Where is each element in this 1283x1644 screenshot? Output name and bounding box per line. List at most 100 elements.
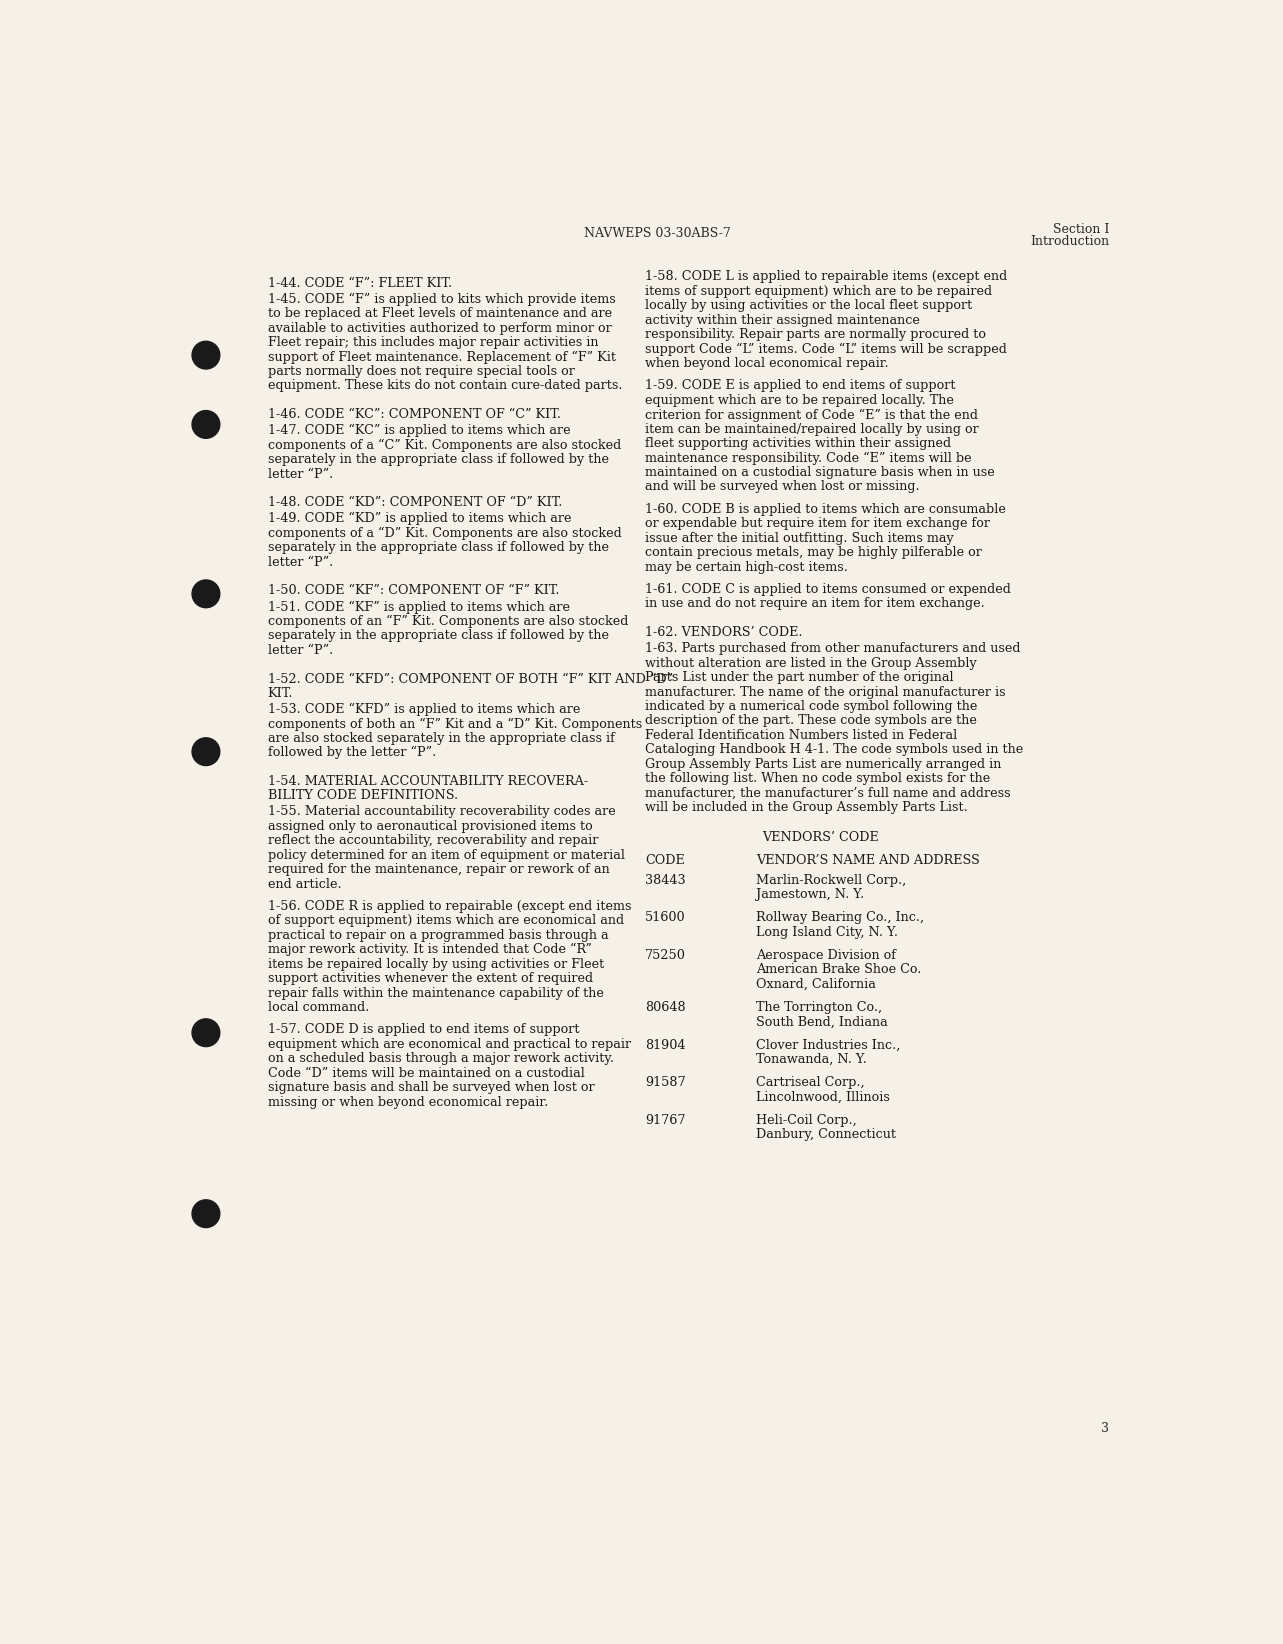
Text: Aerospace Division of: Aerospace Division of bbox=[757, 949, 897, 962]
Text: Rollway Bearing Co., Inc.,: Rollway Bearing Co., Inc., bbox=[757, 911, 925, 924]
Text: Long Island City, N. Y.: Long Island City, N. Y. bbox=[757, 926, 898, 939]
Text: 1-60. CODE B is applied to items which are consumable: 1-60. CODE B is applied to items which a… bbox=[645, 503, 1006, 516]
Text: Heli-Coil Corp.,: Heli-Coil Corp., bbox=[757, 1113, 857, 1126]
Text: 80648: 80648 bbox=[645, 1001, 685, 1014]
Text: Cartriseal Corp.,: Cartriseal Corp., bbox=[757, 1077, 865, 1088]
Text: 1-52. CODE “KFD”: COMPONENT OF BOTH “F” KIT AND “D”: 1-52. CODE “KFD”: COMPONENT OF BOTH “F” … bbox=[268, 672, 672, 686]
Text: letter “P”.: letter “P”. bbox=[268, 644, 332, 656]
Text: Jamestown, N. Y.: Jamestown, N. Y. bbox=[757, 888, 865, 901]
Text: Clover Industries Inc.,: Clover Industries Inc., bbox=[757, 1039, 901, 1052]
Text: 1-47. CODE “KC” is applied to items which are: 1-47. CODE “KC” is applied to items whic… bbox=[268, 424, 570, 437]
Text: responsibility. Repair parts are normally procured to: responsibility. Repair parts are normall… bbox=[645, 329, 985, 342]
Text: 1-49. CODE “KD” is applied to items which are: 1-49. CODE “KD” is applied to items whic… bbox=[268, 513, 571, 526]
Text: items of support equipment) which are to be repaired: items of support equipment) which are to… bbox=[645, 284, 992, 298]
Text: separately in the appropriate class if followed by the: separately in the appropriate class if f… bbox=[268, 454, 608, 465]
Text: repair falls within the maintenance capability of the: repair falls within the maintenance capa… bbox=[268, 986, 603, 1000]
Text: contain precious metals, may be highly pilferable or: contain precious metals, may be highly p… bbox=[645, 546, 981, 559]
Text: assigned only to aeronautical provisioned items to: assigned only to aeronautical provisione… bbox=[268, 820, 593, 834]
Text: Federal Identification Numbers listed in Federal: Federal Identification Numbers listed in… bbox=[645, 728, 957, 741]
Text: components of both an “F” Kit and a “D” Kit. Components: components of both an “F” Kit and a “D” … bbox=[268, 717, 642, 730]
Text: Code “D” items will be maintained on a custodial: Code “D” items will be maintained on a c… bbox=[268, 1067, 585, 1080]
Text: equipment which are to be repaired locally. The: equipment which are to be repaired local… bbox=[645, 395, 953, 406]
Text: 1-51. CODE “KF” is applied to items which are: 1-51. CODE “KF” is applied to items whic… bbox=[268, 600, 570, 613]
Text: will be included in the Group Assembly Parts List.: will be included in the Group Assembly P… bbox=[645, 801, 967, 814]
Text: maintenance responsibility. Code “E” items will be: maintenance responsibility. Code “E” ite… bbox=[645, 452, 971, 465]
Text: end article.: end article. bbox=[268, 878, 341, 891]
Text: to be replaced at Fleet levels of maintenance and are: to be replaced at Fleet levels of mainte… bbox=[268, 307, 612, 321]
Text: VENDORS’ CODE: VENDORS’ CODE bbox=[762, 830, 879, 843]
Text: letter “P”.: letter “P”. bbox=[268, 467, 332, 480]
Text: Tonawanda, N. Y.: Tonawanda, N. Y. bbox=[757, 1052, 867, 1065]
Text: on a scheduled basis through a major rework activity.: on a scheduled basis through a major rew… bbox=[268, 1052, 613, 1065]
Text: manufacturer, the manufacturer’s full name and address: manufacturer, the manufacturer’s full na… bbox=[645, 786, 1011, 799]
Text: policy determined for an item of equipment or material: policy determined for an item of equipme… bbox=[268, 848, 625, 861]
Text: support of Fleet maintenance. Replacement of “F” Kit: support of Fleet maintenance. Replacemen… bbox=[268, 350, 616, 363]
Text: followed by the letter “P”.: followed by the letter “P”. bbox=[268, 746, 436, 760]
Text: when beyond local economical repair.: when beyond local economical repair. bbox=[645, 357, 888, 370]
Text: 91767: 91767 bbox=[645, 1113, 685, 1126]
Text: separately in the appropriate class if followed by the: separately in the appropriate class if f… bbox=[268, 541, 608, 554]
Text: VENDOR’S NAME AND ADDRESS: VENDOR’S NAME AND ADDRESS bbox=[757, 853, 980, 866]
Text: the following list. When no code symbol exists for the: the following list. When no code symbol … bbox=[645, 773, 990, 786]
Text: The Torrington Co.,: The Torrington Co., bbox=[757, 1001, 883, 1014]
Text: components of a “D” Kit. Components are also stocked: components of a “D” Kit. Components are … bbox=[268, 526, 621, 539]
Text: required for the maintenance, repair or rework of an: required for the maintenance, repair or … bbox=[268, 863, 609, 876]
Text: criterion for assignment of Code “E” is that the end: criterion for assignment of Code “E” is … bbox=[645, 408, 978, 421]
Circle shape bbox=[192, 1019, 219, 1047]
Text: 3: 3 bbox=[1101, 1422, 1109, 1435]
Text: available to activities authorized to perform minor or: available to activities authorized to pe… bbox=[268, 322, 611, 335]
Circle shape bbox=[192, 1200, 219, 1228]
Text: 1-62. VENDORS’ CODE.: 1-62. VENDORS’ CODE. bbox=[645, 626, 802, 640]
Text: signature basis and shall be surveyed when lost or: signature basis and shall be surveyed wh… bbox=[268, 1082, 594, 1095]
Text: 1-46. CODE “KC”: COMPONENT OF “C” KIT.: 1-46. CODE “KC”: COMPONENT OF “C” KIT. bbox=[268, 408, 561, 421]
Text: parts normally does not require special tools or: parts normally does not require special … bbox=[268, 365, 575, 378]
Text: equipment. These kits do not contain cure-dated parts.: equipment. These kits do not contain cur… bbox=[268, 380, 622, 393]
Text: without alteration are listed in the Group Assembly: without alteration are listed in the Gro… bbox=[645, 656, 976, 669]
Text: Lincolnwood, Illinois: Lincolnwood, Illinois bbox=[757, 1090, 890, 1103]
Text: components of an “F” Kit. Components are also stocked: components of an “F” Kit. Components are… bbox=[268, 615, 627, 628]
Text: Fleet repair; this includes major repair activities in: Fleet repair; this includes major repair… bbox=[268, 335, 598, 349]
Text: letter “P”.: letter “P”. bbox=[268, 556, 332, 569]
Text: 51600: 51600 bbox=[645, 911, 685, 924]
Text: components of a “C” Kit. Components are also stocked: components of a “C” Kit. Components are … bbox=[268, 439, 621, 452]
Text: are also stocked separately in the appropriate class if: are also stocked separately in the appro… bbox=[268, 732, 615, 745]
Text: 81904: 81904 bbox=[645, 1039, 685, 1052]
Text: American Brake Shoe Co.: American Brake Shoe Co. bbox=[757, 963, 922, 977]
Text: support Code “L” items. Code “L” items will be scrapped: support Code “L” items. Code “L” items w… bbox=[645, 342, 1007, 355]
Text: issue after the initial outfitting. Such items may: issue after the initial outfitting. Such… bbox=[645, 531, 953, 544]
Text: BILITY CODE DEFINITIONS.: BILITY CODE DEFINITIONS. bbox=[268, 789, 458, 802]
Text: Marlin-Rockwell Corp.,: Marlin-Rockwell Corp., bbox=[757, 875, 907, 886]
Text: maintained on a custodial signature basis when in use: maintained on a custodial signature basi… bbox=[645, 465, 994, 478]
Text: fleet supporting activities within their assigned: fleet supporting activities within their… bbox=[645, 437, 951, 450]
Text: Group Assembly Parts List are numerically arranged in: Group Assembly Parts List are numericall… bbox=[645, 758, 1001, 771]
Text: indicated by a numerical code symbol following the: indicated by a numerical code symbol fol… bbox=[645, 700, 978, 713]
Text: Introduction: Introduction bbox=[1030, 235, 1109, 248]
Text: activity within their assigned maintenance: activity within their assigned maintenan… bbox=[645, 314, 920, 327]
Text: separately in the appropriate class if followed by the: separately in the appropriate class if f… bbox=[268, 630, 608, 643]
Text: 1-63. Parts purchased from other manufacturers and used: 1-63. Parts purchased from other manufac… bbox=[645, 643, 1020, 656]
Text: and will be surveyed when lost or missing.: and will be surveyed when lost or missin… bbox=[645, 480, 920, 493]
Text: practical to repair on a programmed basis through a: practical to repair on a programmed basi… bbox=[268, 929, 608, 942]
Circle shape bbox=[192, 411, 219, 439]
Text: manufacturer. The name of the original manufacturer is: manufacturer. The name of the original m… bbox=[645, 686, 1006, 699]
Text: KIT.: KIT. bbox=[268, 687, 293, 700]
Text: local command.: local command. bbox=[268, 1001, 370, 1014]
Text: 1-44. CODE “F”: FLEET KIT.: 1-44. CODE “F”: FLEET KIT. bbox=[268, 276, 452, 289]
Text: support activities whenever the extent of required: support activities whenever the extent o… bbox=[268, 972, 593, 985]
Text: 38443: 38443 bbox=[645, 875, 685, 886]
Text: 1-48. CODE “KD”: COMPONENT OF “D” KIT.: 1-48. CODE “KD”: COMPONENT OF “D” KIT. bbox=[268, 496, 562, 510]
Text: 1-56. CODE R is applied to repairable (except end items: 1-56. CODE R is applied to repairable (e… bbox=[268, 899, 631, 912]
Text: major rework activity. It is intended that Code “R”: major rework activity. It is intended th… bbox=[268, 944, 591, 957]
Text: 1-50. CODE “KF”: COMPONENT OF “F” KIT.: 1-50. CODE “KF”: COMPONENT OF “F” KIT. bbox=[268, 585, 559, 597]
Text: description of the part. These code symbols are the: description of the part. These code symb… bbox=[645, 715, 976, 727]
Text: locally by using activities or the local fleet support: locally by using activities or the local… bbox=[645, 299, 973, 312]
Text: in use and do not require an item for item exchange.: in use and do not require an item for it… bbox=[645, 597, 984, 610]
Text: 1-54. MATERIAL ACCOUNTABILITY RECOVERA-: 1-54. MATERIAL ACCOUNTABILITY RECOVERA- bbox=[268, 774, 588, 787]
Circle shape bbox=[192, 342, 219, 368]
Text: 1-45. CODE “F” is applied to kits which provide items: 1-45. CODE “F” is applied to kits which … bbox=[268, 293, 616, 306]
Text: 91587: 91587 bbox=[645, 1077, 685, 1088]
Text: missing or when beyond economical repair.: missing or when beyond economical repair… bbox=[268, 1095, 548, 1108]
Text: 75250: 75250 bbox=[645, 949, 685, 962]
Text: Danbury, Connecticut: Danbury, Connecticut bbox=[757, 1128, 897, 1141]
Text: items be repaired locally by using activities or Fleet: items be repaired locally by using activ… bbox=[268, 958, 604, 970]
